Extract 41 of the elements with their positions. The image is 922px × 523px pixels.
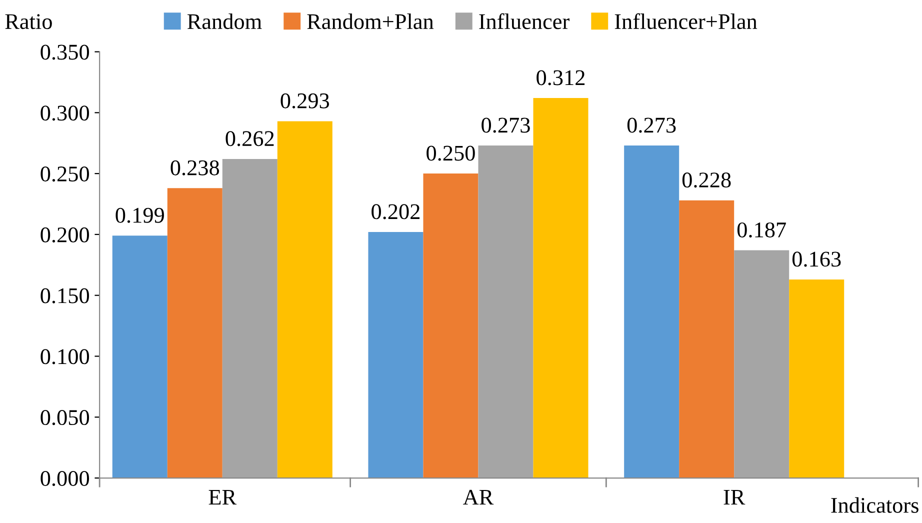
bar bbox=[423, 174, 478, 478]
y-tick-label: 0.350 bbox=[40, 44, 90, 60]
legend-label: Influencer+Plan bbox=[614, 13, 758, 30]
y-tick-label: 0.050 bbox=[40, 410, 90, 426]
data-label: 0.293 bbox=[280, 93, 330, 108]
bar bbox=[368, 232, 424, 478]
bar bbox=[222, 158, 278, 478]
bar bbox=[789, 280, 844, 478]
data-label: 0.273 bbox=[482, 118, 530, 133]
data-label: 0.187 bbox=[737, 222, 786, 238]
y-axis-title: Ratio bbox=[5, 14, 52, 30]
legend-label: Influencer bbox=[479, 13, 570, 30]
y-tick-label: 0.200 bbox=[40, 227, 90, 242]
data-label: 0.199 bbox=[116, 208, 164, 223]
data-label: 0.202 bbox=[372, 204, 420, 220]
bar bbox=[167, 188, 222, 478]
x-tick-label: AR bbox=[463, 490, 494, 505]
y-tick-label: 0.000 bbox=[40, 470, 90, 486]
bar bbox=[734, 250, 790, 478]
y-tick-label: 0.100 bbox=[40, 349, 90, 364]
bar bbox=[277, 121, 332, 478]
x-axis-title: Indicators bbox=[831, 497, 918, 513]
data-label: 0.262 bbox=[226, 131, 274, 146]
bar bbox=[679, 200, 734, 478]
bar bbox=[533, 98, 588, 478]
legend-label: Random bbox=[187, 13, 262, 30]
data-label: 0.238 bbox=[170, 160, 220, 176]
y-tick-label: 0.300 bbox=[40, 106, 90, 121]
legend-label: Random+Plan bbox=[307, 13, 434, 30]
y-tick-label: 0.250 bbox=[40, 166, 90, 182]
data-label: 0.273 bbox=[627, 118, 676, 133]
bar bbox=[624, 146, 680, 478]
x-tick-label: ER bbox=[208, 490, 237, 505]
data-label: 0.250 bbox=[426, 146, 475, 161]
y-tick-label: 0.150 bbox=[40, 288, 90, 304]
data-label: 0.312 bbox=[536, 70, 585, 86]
bar bbox=[112, 236, 168, 478]
data-label: 0.163 bbox=[792, 252, 841, 267]
data-label: 0.228 bbox=[682, 172, 731, 188]
x-tick-label: IR bbox=[724, 490, 746, 505]
bar bbox=[478, 146, 534, 478]
